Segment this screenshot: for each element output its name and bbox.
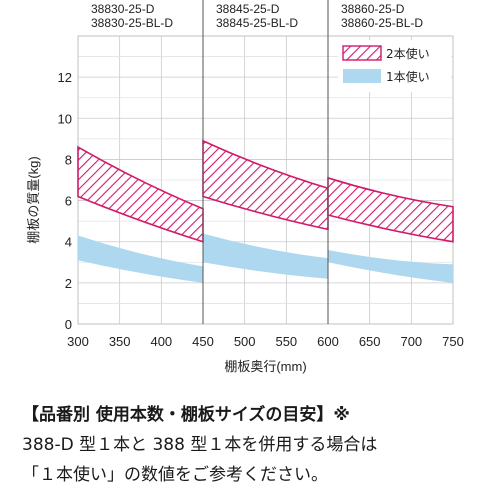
band-1hon-seg-3 [328, 249, 453, 283]
note-heading: 【品番別 使用本数・棚板サイズの目安】※ [22, 405, 350, 425]
x-tick-label-7: 650 [359, 334, 381, 349]
y-tick-label-2: 4 [65, 235, 72, 250]
band-1hon-seg-2 [203, 233, 328, 279]
x-tick-label-3: 450 [192, 334, 214, 349]
model-label-0-0: 38830-25-D [91, 2, 155, 16]
band-2hon-seg-2 [202, 139, 329, 231]
model-label-1-0: 38845-25-D [216, 2, 280, 16]
model-dividers [202, 0, 329, 324]
legend-swatch-1hon [343, 69, 381, 83]
x-tick-label-9: 750 [442, 334, 464, 349]
band-1hon-seg-1 [78, 235, 203, 283]
legend-label-0: 2本使い [386, 46, 430, 61]
x-tick-label-8: 700 [400, 334, 422, 349]
note-line-3: 「１本使い」の数値をご参考ください。 [22, 465, 328, 485]
legend-label-1: 1本使い [386, 69, 430, 84]
x-tick-label-0: 300 [67, 334, 89, 349]
y-tick-label-4: 8 [65, 152, 72, 167]
y-tick-label-0: 0 [65, 317, 72, 332]
x-axis-label: 棚板奥行(mm) [224, 359, 306, 374]
y-tick-label-3: 6 [65, 194, 72, 209]
x-tick-label-1: 350 [109, 334, 131, 349]
model-label-2-0: 38860-25-D [341, 2, 405, 16]
x-tick-label-2: 400 [150, 334, 172, 349]
tick-labels: 300 350 400 450 500 550 600 650 700 750 0 2 4 6 8 10 12 [58, 70, 464, 349]
legend-swatch-2hon [342, 45, 382, 61]
y-tick-label-5: 10 [58, 111, 72, 126]
data-bands [77, 139, 454, 283]
band-2hon-seg-3 [327, 176, 454, 243]
y-tick-label-6: 12 [58, 70, 72, 85]
note-line-2: 388-D 型１本と 388 型１本を併用する場合は [22, 435, 378, 455]
legend: 2本使い 1本使い [338, 40, 451, 92]
band-2hon-seg-1 [77, 145, 204, 243]
usage-note: 【品番別 使用本数・棚板サイズの目安】※ 388-D 型１本と 388 型１本を… [22, 400, 492, 490]
y-axis-label: 棚板の質量(kg) [26, 156, 41, 243]
x-tick-label-5: 550 [275, 334, 297, 349]
model-label-2-1: 38860-25-BL-D [341, 16, 423, 30]
model-label-0-1: 38830-25-BL-D [91, 16, 173, 30]
mass-chart: 38830-25-D 38830-25-BL-D 38845-25-D 38845-2… [26, 0, 464, 374]
model-label-1-1: 38845-25-BL-D [216, 16, 298, 30]
y-tick-label-1: 2 [65, 276, 72, 291]
x-tick-label-4: 500 [234, 334, 256, 349]
x-tick-label-6: 600 [317, 334, 339, 349]
